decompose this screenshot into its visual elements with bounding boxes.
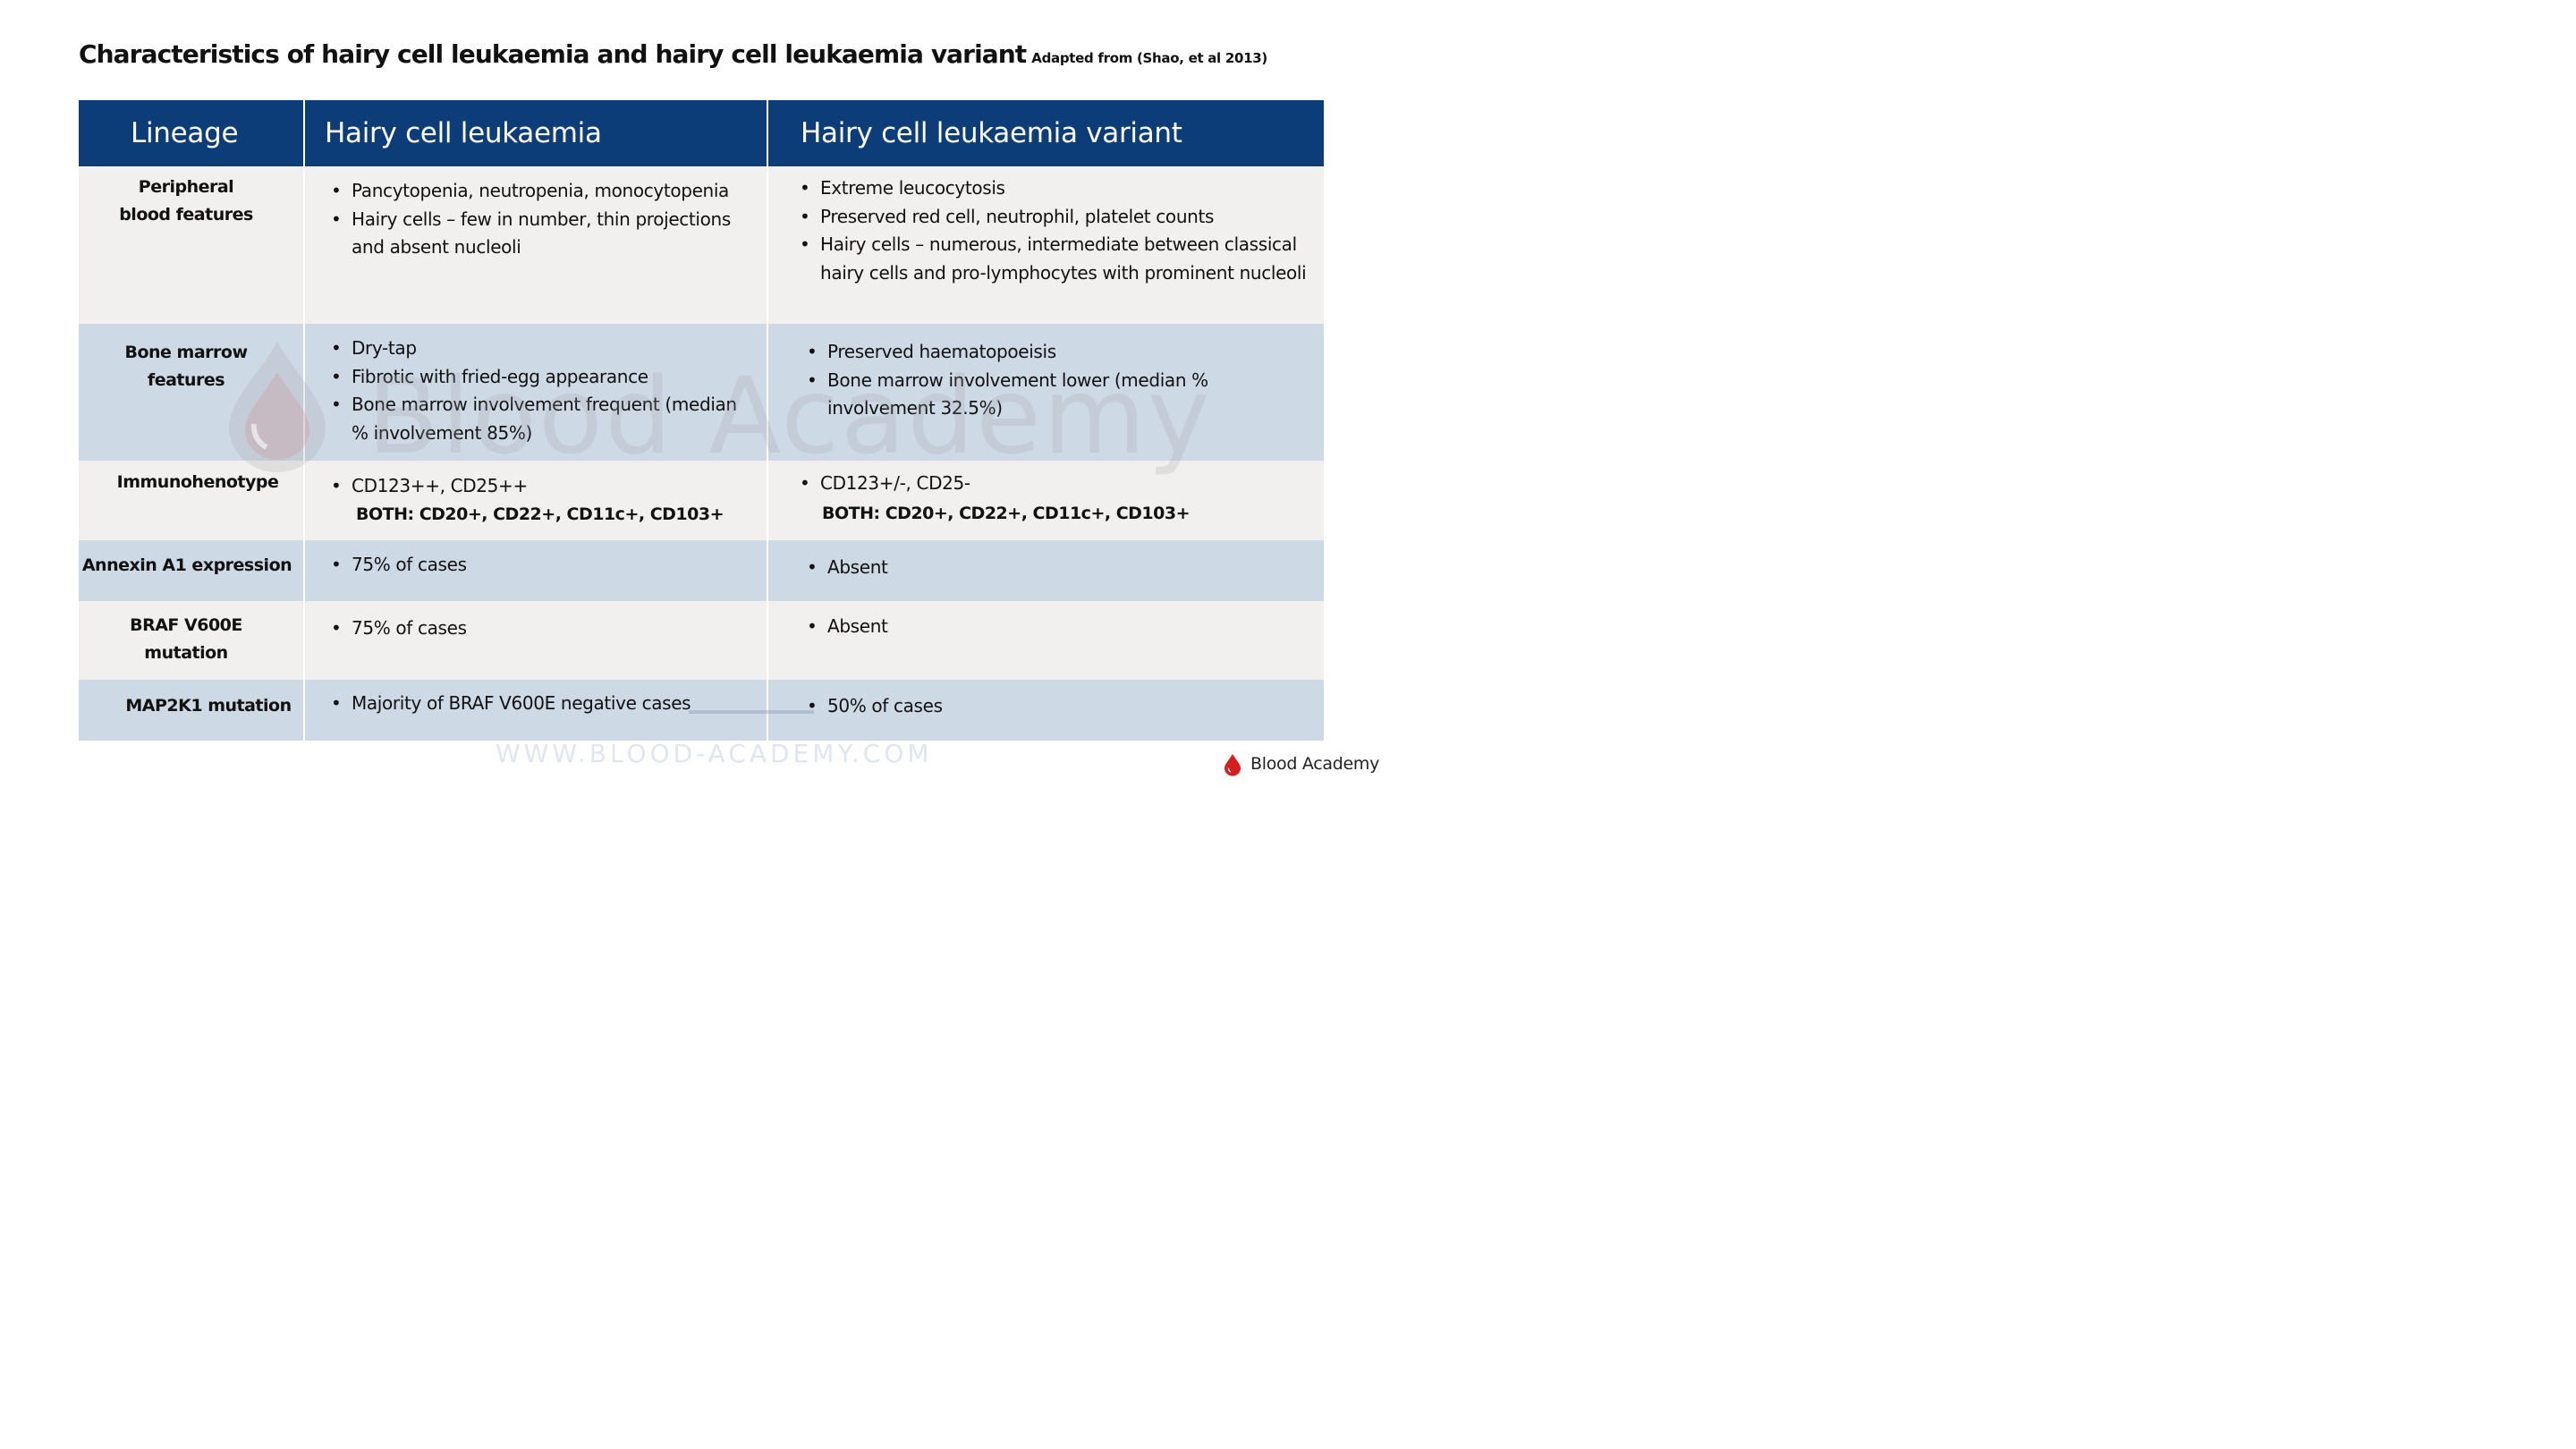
column-divider xyxy=(303,461,305,540)
column-divider xyxy=(303,540,305,601)
table-row-map2k1: MAP2K1 mutation Majority of BRAF V600E n… xyxy=(79,680,1324,741)
list-item: Absent xyxy=(805,554,1234,582)
row-label: Immunohenotype xyxy=(116,472,279,492)
slide: Characteristics of hairy cell leukaemia … xyxy=(0,0,1388,781)
list-item: CD123+/-, CD25- xyxy=(798,470,1308,498)
comparison-table: Lineage Hairy cell leukaemia Hairy cell … xyxy=(79,100,1324,741)
row-label-text: Peripheral blood features xyxy=(119,177,253,225)
decorative-line xyxy=(689,710,814,714)
list-item: 75% of cases xyxy=(329,551,750,580)
table-header-row: Lineage Hairy cell leukaemia Hairy cell … xyxy=(79,100,1324,166)
list-item: 50% of cases xyxy=(805,692,1234,721)
table-row-peripheral-blood: Peripheral blood features Pancytopenia, … xyxy=(79,166,1324,324)
column-divider xyxy=(767,461,768,540)
list-item: Hairy cells – numerous, intermediate bet… xyxy=(798,231,1308,287)
cell-hcl: Dry-tap Fibrotic with fried-egg appearan… xyxy=(329,335,750,447)
column-divider xyxy=(767,680,768,741)
list-item: Dry-tap xyxy=(329,335,750,363)
table-row-annexin: Annexin A1 expression 75% of cases Absen… xyxy=(79,540,1324,601)
cell-hclv: Preserved haematopoeisis Bone marrow inv… xyxy=(805,338,1234,423)
list-item: Extreme leucocytosis xyxy=(798,174,1308,203)
column-divider xyxy=(767,166,768,324)
row-label: Bone marrow features xyxy=(79,339,302,394)
title-line: Characteristics of hairy cell leukaemia … xyxy=(79,39,1267,69)
table-row-bone-marrow: Bone marrow features Dry-tap Fibrotic wi… xyxy=(79,324,1324,461)
column-divider xyxy=(767,324,768,461)
column-divider xyxy=(767,540,768,601)
cell-hclv: 50% of cases xyxy=(805,692,1234,721)
header-hclv: Hairy cell leukaemia variant xyxy=(801,117,1182,149)
table-row-braf: BRAF V600E mutation 75% of cases Absent xyxy=(79,601,1324,680)
column-divider xyxy=(767,601,768,680)
row-label: Annexin A1 expression xyxy=(81,555,292,575)
list-item: Pancytopenia, neutropenia, monocytopenia xyxy=(329,177,750,206)
brand-name: Blood Academy xyxy=(1250,754,1380,774)
cell-hcl: CD123++, CD25++ BOTH: CD20+, CD22+, CD11… xyxy=(329,472,750,529)
list-item: 75% of cases xyxy=(329,614,750,643)
row-label: BRAF V600E mutation xyxy=(79,612,302,667)
row-label-text: Bone marrow features xyxy=(124,343,248,390)
list-item: Absent xyxy=(805,613,1234,641)
list-item: Bone marrow involvement lower (median % … xyxy=(805,367,1234,423)
list-item: Hairy cells – few in number, thin projec… xyxy=(329,206,750,262)
cell-hcl: 75% of cases xyxy=(329,551,750,580)
cell-hcl: Pancytopenia, neutropenia, monocytopenia… xyxy=(329,177,750,262)
cell-hclv: Absent xyxy=(805,554,1234,582)
list-item: CD123++, CD25++ xyxy=(329,472,750,501)
row-label: MAP2K1 mutation xyxy=(125,696,292,716)
title-source: Adapted from (Shao, et al 2013) xyxy=(1031,50,1267,66)
list-item: Bone marrow involvement frequent (median… xyxy=(329,391,750,447)
column-divider xyxy=(303,680,305,741)
cell-hcl: Majority of BRAF V600E negative cases xyxy=(329,690,750,718)
list-item: Preserved haematopoeisis xyxy=(805,338,1234,367)
cell-hcl: 75% of cases xyxy=(329,614,750,643)
column-divider xyxy=(303,100,305,166)
column-divider xyxy=(303,166,305,324)
table-row-immunophenotype: Immunohenotype CD123++, CD25++ BOTH: CD2… xyxy=(79,461,1324,540)
cell-hclv: Extreme leucocytosis Preserved red cell,… xyxy=(798,174,1308,287)
cell-hclv: Absent xyxy=(805,613,1234,641)
list-item: Preserved red cell, neutrophil, platelet… xyxy=(798,203,1308,232)
header-hcl: Hairy cell leukaemia xyxy=(325,117,602,149)
row-label: Peripheral blood features xyxy=(79,174,302,229)
both-markers: BOTH: CD20+, CD22+, CD11c+, CD103+ xyxy=(356,504,724,524)
column-divider xyxy=(303,601,305,680)
column-divider xyxy=(767,100,768,166)
site-url: WWW.BLOOD-ACADEMY.COM xyxy=(496,739,933,768)
cell-hclv: CD123+/-, CD25- BOTH: CD20+, CD22+, CD11… xyxy=(798,470,1308,528)
blood-drop-icon xyxy=(1224,754,1241,776)
row-label-text: BRAF V600E mutation xyxy=(130,615,242,663)
list-item: Majority of BRAF V600E negative cases xyxy=(329,690,750,718)
both-markers: BOTH: CD20+, CD22+, CD11c+, CD103+ xyxy=(822,503,1191,523)
list-item: Fibrotic with fried-egg appearance xyxy=(329,363,750,392)
column-divider xyxy=(303,324,305,461)
page-title: Characteristics of hairy cell leukaemia … xyxy=(79,39,1027,69)
header-lineage: Lineage xyxy=(131,117,239,149)
